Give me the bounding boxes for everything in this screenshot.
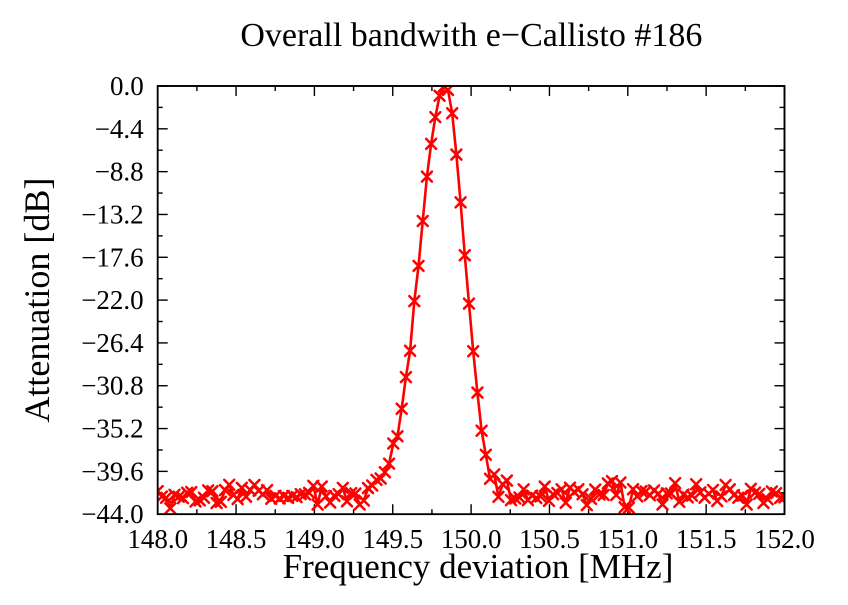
svg-text:−35.2: −35.2 (81, 414, 143, 444)
svg-text:Overall bandwith e−Callisto #1: Overall bandwith e−Callisto #186 (240, 17, 702, 54)
svg-text:−22.0: −22.0 (81, 285, 143, 315)
svg-text:152.0: 152.0 (754, 524, 815, 554)
svg-text:−8.8: −8.8 (95, 157, 144, 187)
svg-text:0.0: 0.0 (110, 71, 144, 101)
svg-text:Frequency deviation [MHz]: Frequency deviation [MHz] (283, 547, 674, 586)
svg-text:−30.8: −30.8 (81, 371, 143, 401)
svg-text:−13.2: −13.2 (81, 199, 143, 229)
svg-text:148.5: 148.5 (206, 524, 267, 554)
svg-text:151.5: 151.5 (676, 524, 737, 554)
svg-text:−39.6: −39.6 (81, 456, 143, 486)
svg-text:−17.6: −17.6 (81, 242, 143, 272)
svg-text:−44.0: −44.0 (81, 499, 143, 529)
svg-text:−26.4: −26.4 (81, 328, 144, 358)
svg-text:Attenuation [dB]: Attenuation [dB] (17, 178, 57, 423)
svg-text:−4.4: −4.4 (95, 114, 144, 144)
